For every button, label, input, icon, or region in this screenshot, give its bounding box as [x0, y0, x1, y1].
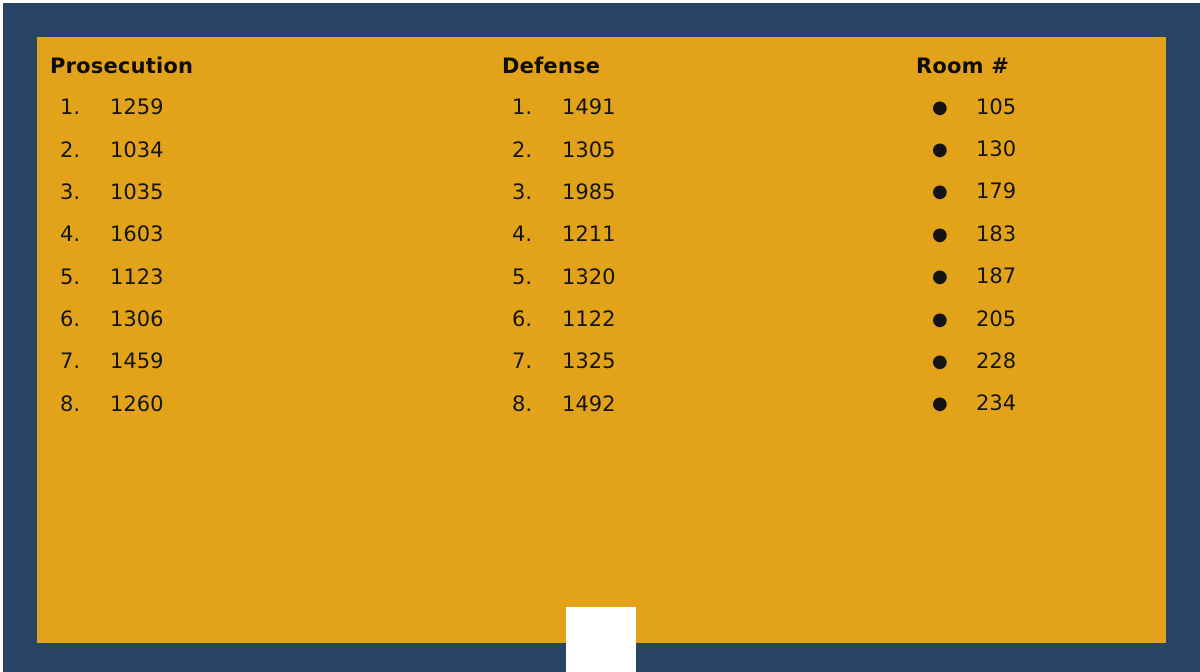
- list-value: 105: [976, 95, 1017, 119]
- list-value: 1122: [562, 307, 616, 331]
- bullet-marker: ●: [932, 393, 948, 414]
- list-marker: 6.: [512, 307, 533, 331]
- list-marker: 8.: [512, 392, 533, 416]
- list-value: 1603: [110, 222, 164, 246]
- list-marker: 7.: [512, 349, 533, 373]
- list-value: 1320: [562, 265, 616, 289]
- bullet-marker: ●: [932, 266, 948, 287]
- list-value: 1260: [110, 392, 164, 416]
- prosecution-header: Prosecution: [50, 54, 194, 78]
- list-value: 179: [976, 179, 1017, 203]
- list-value: 1492: [562, 392, 616, 416]
- list-value: 1211: [562, 222, 616, 246]
- list-value: 1305: [562, 138, 616, 162]
- list-value: 228: [976, 349, 1017, 373]
- list-marker: 5.: [512, 265, 533, 289]
- list-marker: 4.: [60, 222, 81, 246]
- bullet-marker: ●: [932, 181, 948, 202]
- list-marker: 7.: [60, 349, 81, 373]
- list-marker: 1.: [512, 95, 533, 119]
- list-value: 1034: [110, 138, 164, 162]
- list-value: 1259: [110, 95, 164, 119]
- list-marker: 2.: [512, 138, 533, 162]
- list-value: 205: [976, 307, 1017, 331]
- bullet-marker: ●: [932, 224, 948, 245]
- bottom-notch: [566, 607, 636, 672]
- list-marker: 6.: [60, 307, 81, 331]
- list-value: 1491: [562, 95, 616, 119]
- list-marker: 3.: [512, 180, 533, 204]
- content-panel: Prosecution 1. 1259 2. 1034 3. 1035 4. 1…: [37, 37, 1166, 643]
- list-marker: 4.: [512, 222, 533, 246]
- room-header: Room #: [916, 54, 1010, 78]
- list-marker: 8.: [60, 392, 81, 416]
- list-value: 1325: [562, 349, 616, 373]
- defense-header: Defense: [502, 54, 601, 78]
- list-marker: 1.: [60, 95, 81, 119]
- bullet-marker: ●: [932, 97, 948, 118]
- list-value: 1985: [562, 180, 616, 204]
- list-marker: 3.: [60, 180, 81, 204]
- list-value: 187: [976, 264, 1017, 288]
- list-value: 183: [976, 222, 1017, 246]
- list-value: 1035: [110, 180, 164, 204]
- bullet-marker: ●: [932, 309, 948, 330]
- list-marker: 2.: [60, 138, 81, 162]
- list-value: 1123: [110, 265, 164, 289]
- list-value: 130: [976, 137, 1017, 161]
- list-value: 234: [976, 391, 1017, 415]
- bullet-marker: ●: [932, 351, 948, 372]
- list-value: 1306: [110, 307, 164, 331]
- list-marker: 5.: [60, 265, 81, 289]
- list-value: 1459: [110, 349, 164, 373]
- bullet-marker: ●: [932, 139, 948, 160]
